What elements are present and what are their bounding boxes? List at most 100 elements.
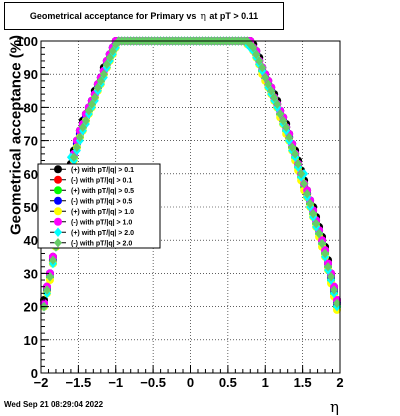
x-tick-label: −0.5 bbox=[140, 375, 166, 390]
legend-label: (+) with pT/|q| > 0.1 bbox=[71, 167, 134, 174]
data-point bbox=[264, 79, 273, 89]
legend-entry: (-) with pT/|q| > 1.0 bbox=[50, 217, 132, 226]
data-point bbox=[246, 39, 255, 50]
legend: (+) with pT/|q| > 0.1 (-) with pT/|q| > 0… bbox=[37, 163, 161, 249]
data-point bbox=[297, 169, 306, 179]
legend-marker bbox=[54, 165, 62, 174]
data-point bbox=[90, 92, 99, 103]
x-axis-label: η bbox=[330, 398, 339, 416]
data-point bbox=[93, 82, 102, 93]
data-point bbox=[321, 248, 330, 259]
y-tick-label: 70 bbox=[24, 134, 38, 149]
data-point bbox=[306, 198, 315, 209]
title-eta: η bbox=[200, 11, 206, 22]
data-point bbox=[249, 42, 258, 53]
data-point bbox=[273, 99, 282, 109]
data-point bbox=[303, 188, 312, 199]
data-point bbox=[315, 228, 324, 239]
tick-labels: −2 −1.5 −1 −0.5 0 0.5 1 1.5 20102030405060708090… bbox=[16, 34, 343, 390]
legend-entry: (+) with pT/|q| > 1.0 bbox=[50, 207, 134, 216]
data-point bbox=[99, 69, 108, 79]
data-point bbox=[255, 56, 264, 66]
y-tick-label: 50 bbox=[24, 200, 38, 215]
legend-marker bbox=[54, 175, 62, 184]
y-tick-label: 10 bbox=[24, 333, 38, 348]
x-tick-label: −1 bbox=[108, 375, 123, 390]
data-point bbox=[324, 261, 333, 272]
x-tick-label: 1.5 bbox=[294, 375, 312, 390]
legend-label: (+) with pT/|q| > 0.5 bbox=[71, 188, 134, 195]
x-tick-label: −1.5 bbox=[66, 375, 92, 390]
legend-marker bbox=[54, 196, 62, 205]
y-tick-label: 80 bbox=[24, 100, 38, 115]
data-point bbox=[87, 99, 96, 109]
data-point bbox=[294, 159, 303, 169]
legend-label: (-) with pT/|q| > 0.1 bbox=[71, 177, 132, 184]
data-point bbox=[300, 178, 309, 189]
legend-label: (+) with pT/|q| > 1.0 bbox=[71, 209, 134, 216]
data-point bbox=[75, 132, 84, 143]
x-tick-label: 2 bbox=[336, 375, 343, 390]
legend-entry: (+) with pT/|q| > 2.0 bbox=[50, 227, 134, 238]
data-point bbox=[276, 109, 285, 119]
data-point bbox=[318, 238, 327, 249]
legend-label: (-) with pT/|q| > 0.5 bbox=[71, 198, 132, 205]
data-point bbox=[105, 52, 114, 63]
title-part2: at pT > 0.11 bbox=[209, 10, 259, 21]
data-point bbox=[285, 132, 294, 143]
data-point bbox=[252, 49, 261, 60]
data-point bbox=[84, 105, 93, 116]
title-box: Geometrical acceptance for Primary vs η a… bbox=[4, 2, 284, 30]
data-point bbox=[327, 271, 336, 282]
legend-marker bbox=[54, 186, 62, 195]
x-tick-label: −2 bbox=[34, 375, 49, 390]
legend-entry: (+) with pT/|q| > 0.5 bbox=[50, 186, 134, 195]
y-tick-label: 20 bbox=[24, 300, 38, 315]
x-tick-label: 0 bbox=[187, 375, 194, 390]
data-point bbox=[312, 218, 321, 229]
legend-entry: (-) with pT/|q| > 0.1 bbox=[50, 175, 132, 184]
data-point bbox=[261, 72, 270, 83]
data-point bbox=[78, 122, 87, 133]
data-point bbox=[45, 271, 54, 282]
x-tick-label: 0.5 bbox=[219, 375, 237, 390]
data-point bbox=[108, 46, 117, 56]
timestamp: Wed Sep 21 08:29:04 2022 bbox=[4, 400, 104, 409]
legend-entry: (-) with pT/|q| > 0.5 bbox=[50, 196, 132, 205]
y-tick-label: 60 bbox=[24, 167, 38, 182]
y-tick-label: 30 bbox=[24, 266, 38, 281]
data-point bbox=[102, 59, 111, 70]
legend-marker bbox=[54, 207, 62, 216]
data-point bbox=[333, 298, 342, 309]
data-point bbox=[267, 86, 276, 96]
data-point bbox=[72, 142, 81, 153]
y-tick-label: 0 bbox=[31, 366, 38, 381]
data-point bbox=[279, 115, 288, 126]
y-tick-label: 90 bbox=[24, 67, 38, 82]
x-tick-label: 1 bbox=[262, 375, 269, 390]
legend-entry: (+) with pT/|q| > 0.1 bbox=[50, 165, 134, 174]
data-point bbox=[282, 122, 291, 133]
legend-entry: (-) with pT/|q| > 2.0 bbox=[50, 237, 132, 248]
data-point bbox=[288, 142, 297, 153]
legend-marker bbox=[54, 217, 62, 226]
data-point bbox=[111, 39, 120, 50]
legend-label: (-) with pT/|q| > 1.0 bbox=[71, 219, 132, 226]
data-point bbox=[69, 152, 78, 162]
legend-marker bbox=[54, 227, 62, 238]
legend-label: (+) with pT/|q| > 2.0 bbox=[71, 230, 134, 237]
data-point bbox=[291, 149, 300, 159]
data-point bbox=[330, 285, 339, 295]
data-point bbox=[309, 208, 318, 219]
legend-marker bbox=[54, 237, 62, 248]
data-point bbox=[81, 115, 90, 126]
data-point bbox=[96, 76, 105, 86]
title-part1: Geometrical acceptance for Primary vs bbox=[29, 10, 197, 21]
data-point bbox=[258, 62, 267, 73]
data-point bbox=[270, 92, 279, 103]
legend-label: (-) with pT/|q| > 2.0 bbox=[71, 240, 132, 247]
y-tick-label: 100 bbox=[16, 34, 38, 49]
data-point bbox=[48, 255, 57, 265]
chart-title: Geometrical acceptance for Primary vs η a… bbox=[30, 11, 258, 22]
